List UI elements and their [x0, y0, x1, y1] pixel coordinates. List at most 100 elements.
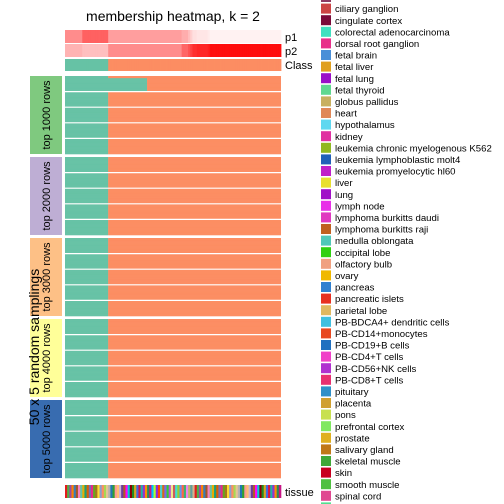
membership-cell-class-1	[65, 167, 109, 168]
membership-cell-class-2	[108, 328, 281, 330]
membership-cell-class-1	[65, 344, 109, 345]
membership-cell-class-1	[65, 186, 109, 188]
membership-cell-class-2	[108, 338, 281, 339]
membership-cell-class-2	[108, 256, 281, 257]
membership-cell-class-1	[65, 163, 109, 164]
membership-cell-class-2	[108, 226, 281, 228]
membership-cell-class-2	[108, 301, 281, 302]
membership-cell-class-2	[108, 409, 281, 410]
membership-cell-class-1	[65, 197, 109, 199]
membership-cell-class-1	[65, 209, 109, 211]
membership-cell-class-2	[108, 126, 281, 127]
annotation-cell	[242, 30, 245, 43]
membership-cell-class-2	[108, 359, 281, 361]
membership-cell-class-1	[65, 246, 109, 248]
membership-cell-class-2	[108, 251, 281, 252]
membership-cell-class-2	[108, 296, 281, 298]
membership-cell-class-2	[108, 165, 281, 167]
tissue-cell	[250, 485, 254, 498]
membership-cell-class-1	[65, 311, 109, 313]
membership-cell-class-2	[147, 80, 281, 81]
membership-cell-class-1	[65, 230, 109, 231]
membership-cell-class-1	[65, 330, 109, 331]
annotation-cell	[203, 44, 206, 57]
membership-cell-class-1	[65, 304, 109, 306]
membership-cell-class-2	[108, 348, 281, 350]
membership-cell-class-1	[65, 90, 148, 92]
membership-cell-class-2	[108, 247, 281, 249]
membership-cell-class-1	[65, 79, 148, 80]
annotation-cell	[170, 44, 174, 57]
annotation-cell	[190, 44, 193, 57]
tissue-cell	[239, 485, 243, 498]
membership-cell-class-1	[65, 296, 109, 298]
membership-cell-class-2	[108, 246, 281, 247]
membership-cell-class-1	[65, 90, 148, 91]
annotation-cell	[99, 30, 103, 43]
membership-cell-class-1	[65, 146, 109, 147]
membership-cell-class-2	[108, 184, 281, 186]
membership-cell-class-1	[65, 427, 109, 429]
membership-cell-class-1	[65, 186, 109, 188]
tissue-annotation-bar	[65, 485, 282, 498]
membership-cell-class-2	[108, 459, 281, 460]
membership-cell-class-1	[65, 198, 109, 200]
membership-cell-class-1	[65, 402, 109, 403]
annotation-cell	[75, 59, 79, 71]
membership-cell-class-2	[108, 232, 281, 234]
membership-cell-class-1	[65, 149, 109, 150]
annotation-cell	[224, 44, 228, 57]
membership-cell-class-1	[65, 221, 109, 223]
membership-cell-class-1	[65, 174, 109, 176]
membership-cell-class-2	[108, 448, 281, 449]
membership-cell-class-2	[108, 362, 281, 363]
annotation-cell	[211, 59, 215, 71]
membership-cell-class-2	[147, 89, 281, 91]
annotation-cell	[164, 30, 167, 43]
membership-cell-class-1	[65, 119, 109, 120]
membership-cell-class-2	[108, 374, 281, 375]
membership-cell-class-1	[65, 429, 109, 430]
membership-cell-class-2	[108, 128, 281, 130]
membership-cell-class-2	[108, 310, 281, 311]
membership-cell-class-2	[108, 340, 281, 342]
annotation-cell	[205, 59, 208, 71]
membership-cell-class-1	[65, 445, 109, 446]
membership-cell-class-2	[108, 244, 281, 246]
membership-cell-class-2	[108, 348, 281, 349]
membership-cell-class-2	[108, 291, 281, 292]
membership-cell-class-2	[108, 204, 281, 206]
membership-cell-class-1	[65, 328, 109, 329]
membership-cell-class-1	[65, 124, 109, 125]
membership-cell-class-2	[108, 196, 281, 198]
tissue-cell	[119, 485, 122, 498]
membership-cell-class-1	[65, 94, 109, 96]
membership-cell-class-1	[65, 323, 109, 325]
membership-cell-class-1	[65, 94, 109, 96]
membership-cell-class-1	[65, 105, 109, 106]
membership-cell-class-2	[108, 423, 281, 425]
membership-cell-class-1	[65, 124, 109, 125]
membership-cell-class-2	[108, 96, 281, 98]
membership-cell-class-1	[65, 403, 109, 405]
membership-cell-class-1	[65, 268, 109, 269]
membership-cell-class-2	[108, 458, 281, 459]
membership-cell-class-1	[65, 267, 109, 268]
membership-cell-class-2	[108, 100, 281, 101]
annotation-cell	[90, 30, 94, 43]
membership-cell-class-2	[108, 409, 281, 411]
membership-cell-class-2	[108, 453, 281, 455]
membership-cell-class-2	[108, 374, 281, 376]
membership-cell-class-1	[65, 467, 109, 468]
membership-cell-class-1	[65, 343, 109, 345]
membership-cell-class-1	[65, 276, 109, 277]
membership-cell-class-1	[65, 196, 109, 197]
membership-cell-class-2	[108, 411, 281, 412]
annotation-cell	[179, 44, 183, 57]
membership-cell-class-2	[108, 332, 281, 334]
membership-cell-class-1	[65, 253, 109, 255]
membership-cell-class-1	[65, 440, 109, 442]
membership-cell-class-2	[108, 129, 281, 130]
membership-cell-class-1	[65, 200, 109, 202]
membership-cell-class-2	[108, 312, 281, 314]
